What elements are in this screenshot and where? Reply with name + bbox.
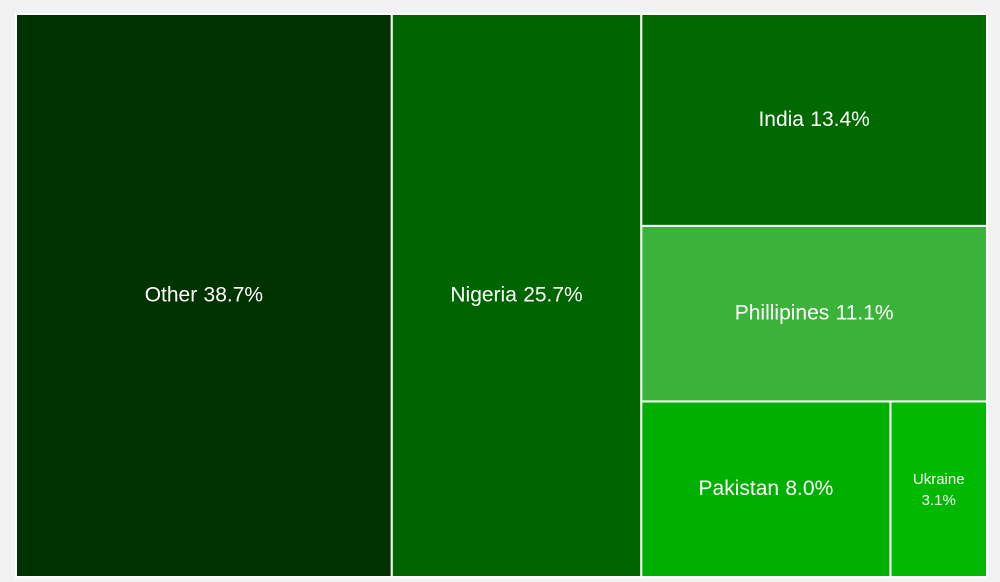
- cell-name: Phillipines: [735, 301, 830, 324]
- cell-label: Phillipines 11.1%: [735, 301, 894, 324]
- cell-name: Ukraine: [913, 471, 965, 488]
- treemap-cell: [640, 13, 988, 227]
- cell-label: Pakistan 8.0%: [699, 477, 834, 500]
- cell-value: 25.7%: [523, 283, 583, 306]
- treemap-cell: [390, 13, 643, 578]
- cell-name: Nigeria: [450, 283, 517, 306]
- cell-value: 8.0%: [785, 477, 833, 500]
- cell-value: 38.7%: [204, 283, 264, 306]
- cell-value: 11.1%: [836, 301, 894, 324]
- cell-name: Other: [145, 283, 198, 306]
- cell-name: Pakistan: [699, 477, 780, 500]
- treemap-cell: [15, 13, 393, 578]
- treemap-cell: [640, 400, 892, 578]
- cell-value: 13.4%: [810, 108, 870, 131]
- cell-label: India 13.4%: [758, 108, 869, 131]
- cell-value: 3.1%: [922, 492, 956, 509]
- cell-label: Ukraine 3.1%: [913, 471, 965, 509]
- treemap-cell: [889, 400, 988, 578]
- cell-label: Nigeria 25.7%: [450, 283, 582, 306]
- cell-label: Other 38.7%: [145, 283, 263, 306]
- treemap-cell: [640, 224, 988, 403]
- cell-name: India: [758, 108, 804, 131]
